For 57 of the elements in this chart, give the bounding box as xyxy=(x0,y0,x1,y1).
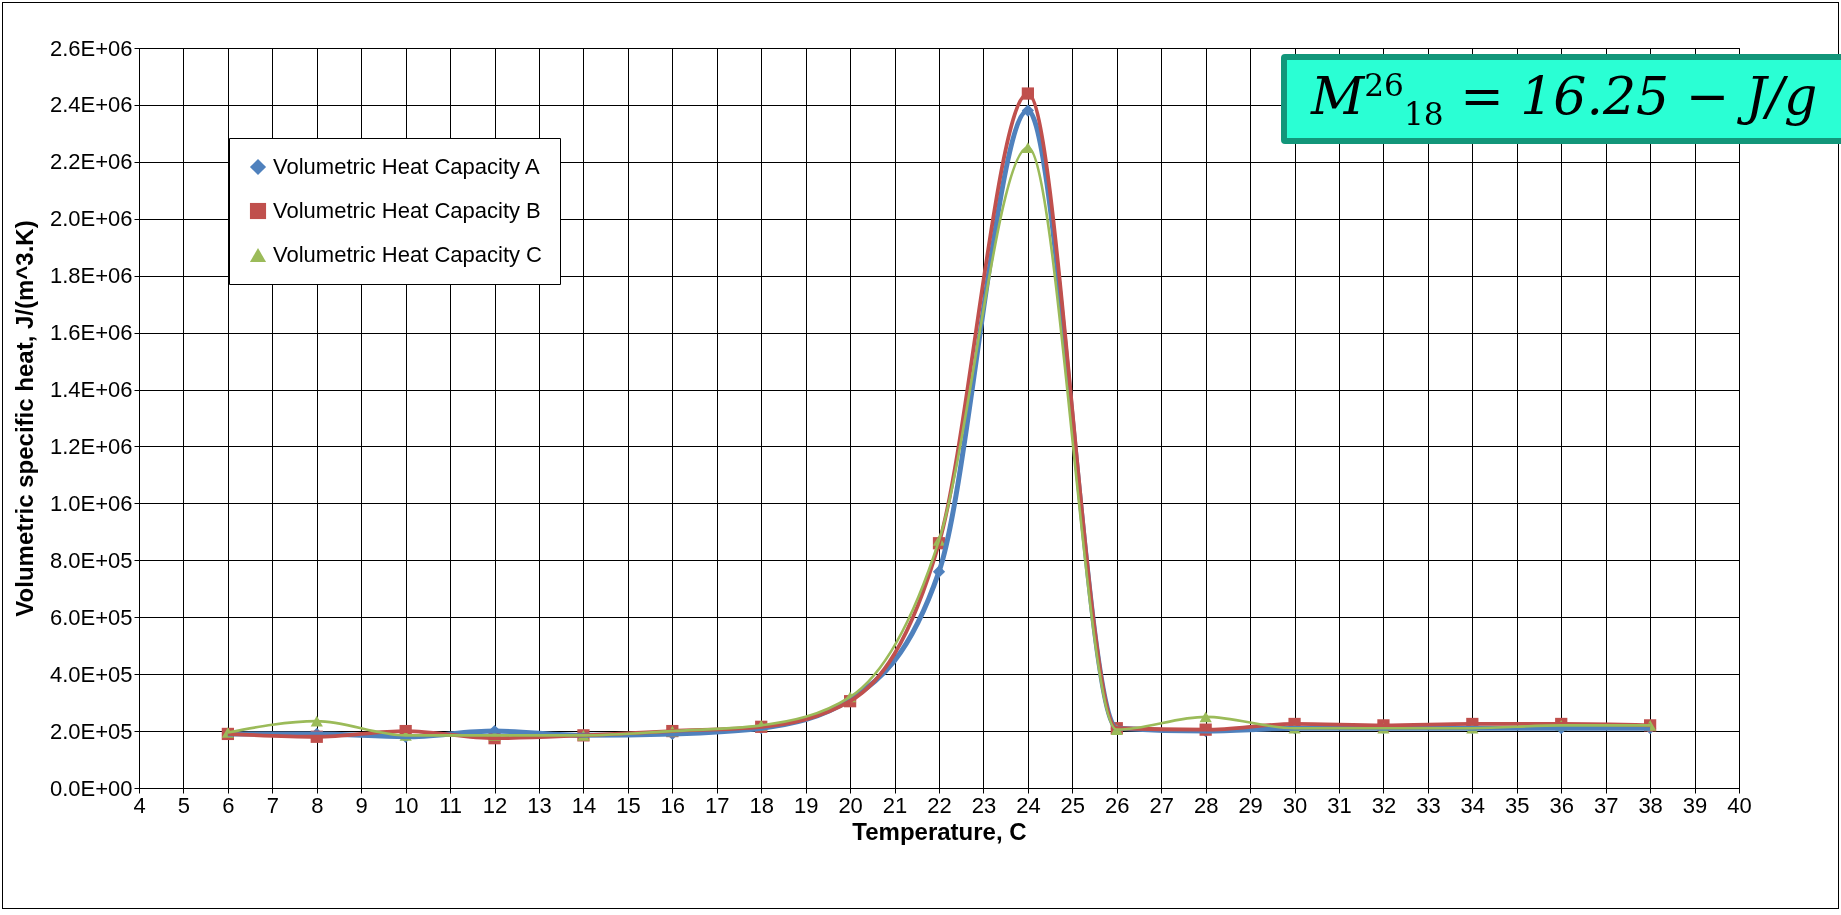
y-tick-label: 2.0E+05 xyxy=(49,718,133,744)
x-tick-label: 25 xyxy=(1060,792,1086,818)
x-tick-label: 30 xyxy=(1282,792,1308,818)
y-tick-label: 8.0E+05 xyxy=(49,547,133,573)
x-tick-label: 5 xyxy=(177,792,191,818)
y-tick-label: 1.8E+06 xyxy=(49,263,133,289)
x-tick-label: 20 xyxy=(838,792,863,818)
x-tick-label: 32 xyxy=(1371,792,1397,818)
x-tick-label: 35 xyxy=(1505,792,1530,818)
legend-label: Volumetric Heat Capacity A xyxy=(273,154,540,179)
x-tick-label: 9 xyxy=(355,792,368,818)
y-tick-label: 0.0E+00 xyxy=(49,775,133,801)
x-tick-label: 16 xyxy=(660,792,686,818)
legend-label: Volumetric Heat Capacity C xyxy=(273,242,543,267)
legend-label: Volumetric Heat Capacity B xyxy=(273,198,541,223)
x-tick-label: 23 xyxy=(971,792,997,818)
x-axis-title: Temperature, C xyxy=(852,817,1027,845)
x-tick-label: 31 xyxy=(1327,792,1352,818)
x-tick-label: 40 xyxy=(1727,792,1752,818)
x-tick-label: 27 xyxy=(1149,792,1174,818)
x-tick-label: 13 xyxy=(527,792,552,818)
x-tick-label: 29 xyxy=(1238,792,1263,818)
x-tick-label: 28 xyxy=(1193,792,1219,818)
x-tick-label: 8 xyxy=(311,792,324,818)
x-tick-label: 7 xyxy=(266,792,279,818)
x-tick-label: 15 xyxy=(616,792,641,818)
y-tick-label: 4.0E+05 xyxy=(49,661,133,687)
x-tick-label: 12 xyxy=(482,792,508,818)
y-axis-title: Volumetric specific heat, J/(m^3.K) xyxy=(10,220,38,617)
y-tick-label: 1.0E+06 xyxy=(49,490,133,516)
x-tick-label: 18 xyxy=(749,792,774,818)
x-tick-label: 4 xyxy=(133,792,146,818)
x-tick-label: 37 xyxy=(1593,792,1619,818)
y-tick-label: 1.4E+06 xyxy=(49,377,133,403)
x-tick-label: 11 xyxy=(439,792,463,818)
x-tick-label: 22 xyxy=(927,792,952,818)
x-tick-label: 38 xyxy=(1638,792,1663,818)
y-tick-label: 1.2E+06 xyxy=(49,433,133,459)
y-tick-label: 2.0E+06 xyxy=(49,206,133,232)
x-tick-label: 39 xyxy=(1682,792,1708,818)
annotation: M$^{26}$$_{18}$ = 16.25 − J/g xyxy=(1281,54,1841,145)
x-tick-label: 10 xyxy=(393,792,419,818)
x-tick-label: 14 xyxy=(571,792,597,818)
x-tick-label: 17 xyxy=(705,792,730,818)
x-tick-label: 19 xyxy=(793,792,819,818)
x-tick-label: 33 xyxy=(1416,792,1441,818)
y-tick-label: 2.4E+06 xyxy=(49,92,133,118)
y-tick-label: 6.0E+05 xyxy=(49,604,133,630)
x-tick-label: 6 xyxy=(222,792,235,818)
x-tick-label: 24 xyxy=(1016,792,1041,818)
y-tick-label: 1.6E+06 xyxy=(49,320,133,346)
x-tick-label: 26 xyxy=(1105,792,1130,818)
y-tick-label: 2.2E+06 xyxy=(49,149,133,175)
y-tick-label: 2.6E+06 xyxy=(49,35,133,61)
x-tick-label: 34 xyxy=(1460,792,1486,818)
x-tick-label: 36 xyxy=(1549,792,1574,818)
x-tick-label: 21 xyxy=(882,792,908,818)
